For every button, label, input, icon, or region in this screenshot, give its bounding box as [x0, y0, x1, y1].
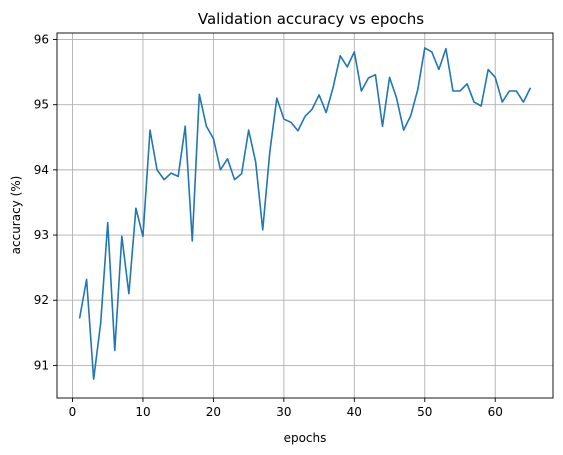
series-layer	[78, 47, 532, 380]
x-tick-label: 40	[347, 405, 362, 419]
y-tick-label: 95	[34, 98, 49, 112]
plot-frame	[56, 32, 554, 399]
y-tick-label: 93	[34, 228, 49, 242]
chart-title: Validation accuracy vs epochs	[198, 10, 424, 28]
x-tick-label: 0	[69, 405, 77, 419]
y-axis-label: accuracy (%)	[9, 176, 23, 255]
x-tick-label: 60	[488, 405, 503, 419]
y-axis: 91 92 93 94 95 96	[34, 33, 57, 372]
x-axis: 0 10 20 30 40 50 60	[69, 398, 503, 419]
x-axis-label: epochs	[284, 431, 327, 445]
x-tick-label: 50	[417, 405, 432, 419]
x-tick-label: 10	[135, 405, 150, 419]
y-tick-label: 94	[34, 163, 49, 177]
y-tick-label: 92	[34, 293, 49, 307]
y-tick-label: 91	[34, 358, 49, 372]
y-tick-label: 96	[34, 33, 49, 47]
x-tick-label: 30	[276, 405, 291, 419]
series-line-accuracy	[78, 47, 532, 380]
grid	[57, 33, 553, 398]
x-tick-label: 20	[206, 405, 221, 419]
